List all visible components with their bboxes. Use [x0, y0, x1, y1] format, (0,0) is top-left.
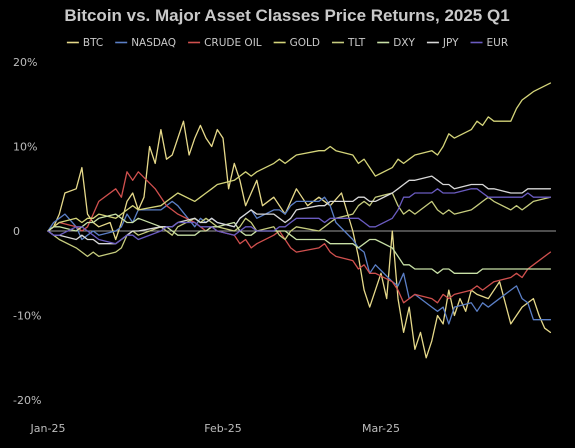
series-line-crude-oil	[47, 171, 552, 304]
legend-label: GOLD	[290, 37, 320, 49]
x-axis-ticks: Jan-25 Feb-25 Mar-25	[30, 422, 401, 435]
y-tick-label: -20%	[13, 394, 41, 407]
legend-label: NASDAQ	[131, 37, 176, 49]
y-axis-ticks: 20% 10% 0 -10% -20%	[13, 56, 41, 407]
legend-item-dxy[interactable]: DXY	[377, 37, 415, 49]
legend-item-btc[interactable]: BTC	[66, 37, 103, 49]
legend: BTC NASDAQ CRUDE OIL GOLD TLT DXY JPY EUR	[66, 37, 509, 49]
series-line-jpy	[47, 175, 552, 245]
x-tick-label: Feb-25	[204, 422, 241, 435]
legend-item-gold[interactable]: GOLD	[273, 37, 320, 49]
legend-item-tlt[interactable]: TLT	[331, 37, 366, 49]
legend-label: DXY	[393, 37, 415, 49]
legend-item-eur[interactable]: EUR	[470, 37, 509, 49]
series-line-eur	[47, 188, 552, 245]
legend-label: TLT	[347, 37, 366, 49]
chart-title: Bitcoin vs. Major Asset Classes Price Re…	[64, 6, 509, 25]
legend-label: JPY	[442, 37, 459, 49]
legend-item-crude-oil[interactable]: CRUDE OIL	[188, 37, 262, 49]
legend-label: CRUDE OIL	[204, 37, 262, 49]
series-line-nasdaq	[47, 196, 552, 325]
legend-label: EUR	[487, 37, 509, 49]
y-tick-label: 0	[13, 225, 20, 238]
series-group	[47, 82, 552, 359]
x-tick-label: Jan-25	[30, 422, 66, 435]
series-line-dxy	[47, 213, 552, 274]
series-line-gold	[47, 82, 552, 232]
y-tick-label: 10%	[13, 141, 37, 154]
legend-label: BTC	[83, 37, 103, 49]
legend-item-nasdaq[interactable]: NASDAQ	[115, 37, 176, 49]
y-tick-label: 20%	[13, 56, 37, 69]
y-tick-label: -10%	[13, 310, 41, 323]
legend-item-jpy[interactable]: JPY	[426, 37, 459, 49]
x-tick-label: Mar-25	[362, 422, 400, 435]
series-line-tlt	[47, 192, 552, 258]
